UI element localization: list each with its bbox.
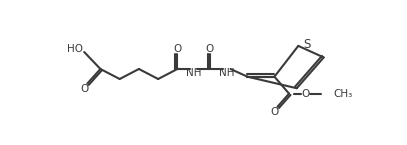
Text: O: O [301, 89, 309, 99]
Text: O: O [206, 44, 214, 54]
Text: NH: NH [219, 68, 234, 78]
Text: S: S [303, 38, 310, 51]
Text: O: O [270, 107, 278, 117]
Text: NH: NH [186, 68, 201, 78]
Text: O: O [173, 44, 182, 54]
Text: HO: HO [67, 44, 83, 54]
Text: CH₃: CH₃ [333, 89, 352, 99]
Text: O: O [80, 84, 88, 94]
